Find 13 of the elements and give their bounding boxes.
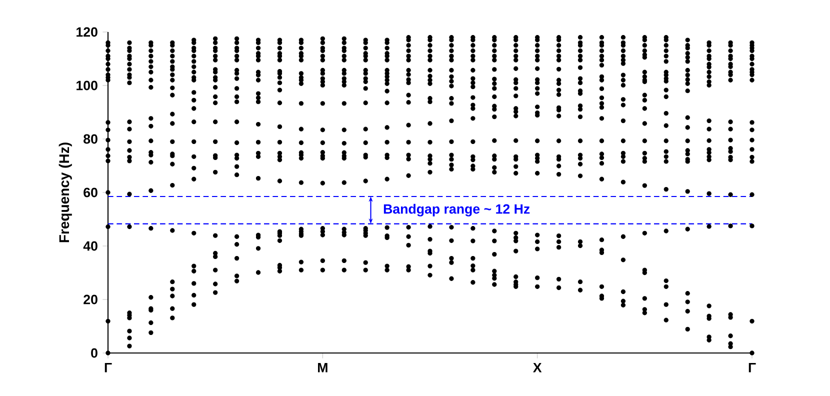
x-tick-label: X bbox=[533, 363, 542, 372]
y-tick-label: 80 bbox=[84, 134, 98, 144]
x-tick-label: Γ bbox=[748, 363, 756, 372]
x-tick-label: Γ bbox=[104, 363, 112, 372]
y-axis-title: Frequency (Hz) bbox=[58, 142, 72, 242]
y-tick-label: 0 bbox=[91, 348, 98, 358]
y-tick-label: 20 bbox=[84, 294, 98, 304]
y-tick-label: 60 bbox=[84, 188, 98, 198]
y-tick-label: 120 bbox=[76, 27, 98, 37]
y-tick-label: 40 bbox=[83, 241, 98, 251]
x-tick-label: M bbox=[318, 363, 328, 372]
annotation: Bandgap range ~ 12 Hz bbox=[384, 204, 530, 216]
y-tick-label: 100 bbox=[76, 80, 98, 90]
